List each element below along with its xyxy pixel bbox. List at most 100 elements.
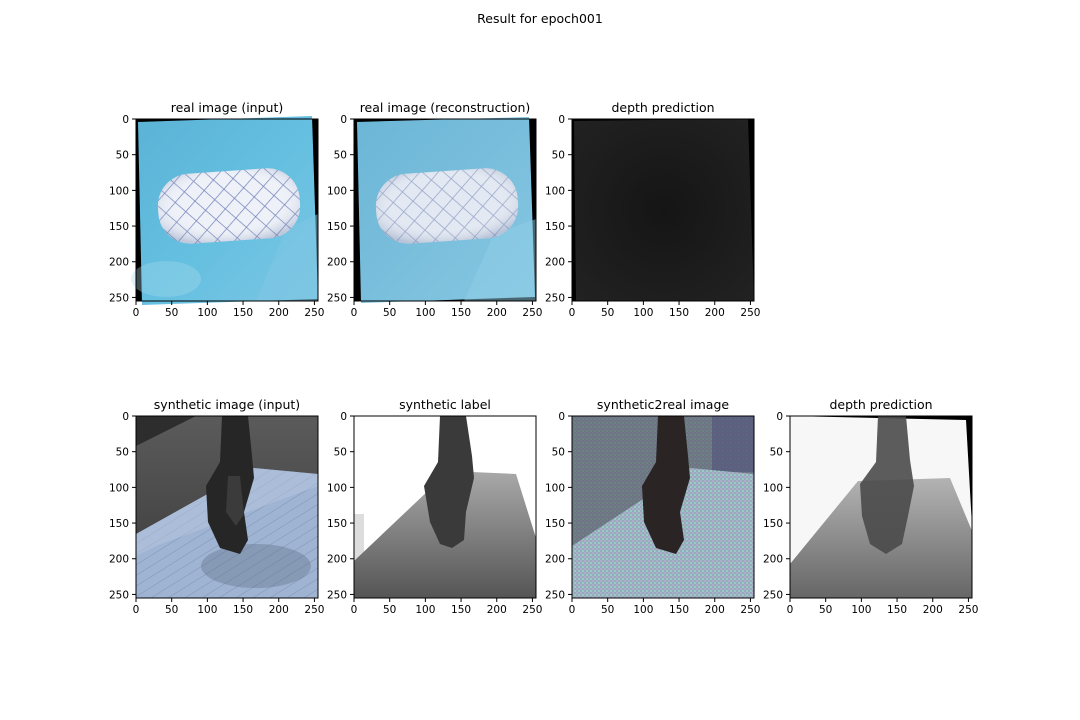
x-tick-label: 100 bbox=[633, 604, 653, 616]
y-tick-label: 250 bbox=[327, 589, 347, 601]
x-tick-label: 150 bbox=[669, 604, 689, 616]
x-tick-label: 100 bbox=[633, 307, 653, 319]
panel-title: depth prediction bbox=[611, 100, 714, 115]
y-tick-label: 50 bbox=[116, 150, 129, 162]
subplot-6: synthetic2real image 0 50 100 150 200 250 0 50 10… bbox=[545, 397, 761, 616]
x-tick-label: 250 bbox=[522, 307, 542, 319]
y-tick-label: 150 bbox=[327, 518, 347, 530]
y-tick-label: 0 bbox=[558, 114, 565, 126]
x-tick-label: 250 bbox=[304, 604, 324, 616]
panel-image bbox=[131, 116, 318, 305]
x-tick-label: 0 bbox=[787, 604, 794, 616]
y-tick-label: 150 bbox=[327, 221, 347, 233]
panel-title: synthetic label bbox=[399, 397, 491, 412]
y-tick-label: 250 bbox=[545, 589, 565, 601]
x-tick-label: 0 bbox=[569, 604, 576, 616]
y-tick-label: 250 bbox=[109, 292, 129, 304]
y-tick-label: 0 bbox=[776, 411, 783, 423]
y-tick-label: 100 bbox=[327, 482, 347, 494]
x-tick-label: 50 bbox=[165, 604, 178, 616]
y-tick-label: 200 bbox=[109, 554, 129, 566]
y-tick-label: 200 bbox=[327, 257, 347, 269]
panel-image bbox=[790, 416, 972, 598]
subplot-7: depth prediction 0 50 100 150 200 250 0 50 100 150… bbox=[763, 397, 979, 616]
x-tick-label: 50 bbox=[601, 604, 614, 616]
x-tick-label: 250 bbox=[958, 604, 978, 616]
x-tick-label: 100 bbox=[197, 307, 217, 319]
panel-title: real image (reconstruction) bbox=[360, 100, 531, 115]
x-tick-label: 50 bbox=[383, 604, 396, 616]
panel-image bbox=[354, 416, 536, 598]
axes-frame bbox=[353, 415, 537, 599]
x-tick-label: 0 bbox=[133, 604, 140, 616]
panel-image bbox=[354, 117, 536, 303]
y-tick-label: 0 bbox=[122, 114, 129, 126]
y-tick-label: 50 bbox=[334, 150, 347, 162]
y-tick-label: 200 bbox=[545, 257, 565, 269]
subplot-3: depth prediction 0 50 100 150 200 250 0 50 100 150… bbox=[545, 100, 761, 319]
x-tick-label: 0 bbox=[133, 307, 140, 319]
y-tick-label: 0 bbox=[340, 411, 347, 423]
y-tick-label: 50 bbox=[334, 447, 347, 459]
x-tick-label: 100 bbox=[197, 604, 217, 616]
subplot-5: synthetic label 0 50 100 150 200 250 0 50 100 150 2… bbox=[327, 397, 543, 616]
x-tick-label: 200 bbox=[487, 604, 507, 616]
x-tick-label: 200 bbox=[487, 307, 507, 319]
y-tick-label: 250 bbox=[327, 292, 347, 304]
x-tick-label: 250 bbox=[740, 307, 760, 319]
y-tick-label: 0 bbox=[558, 411, 565, 423]
y-tick-label: 150 bbox=[545, 221, 565, 233]
x-tick-label: 250 bbox=[304, 307, 324, 319]
y-tick-label: 200 bbox=[109, 257, 129, 269]
y-tick-label: 100 bbox=[545, 185, 565, 197]
x-tick-label: 100 bbox=[415, 307, 435, 319]
x-tick-label: 50 bbox=[165, 307, 178, 319]
x-tick-label: 50 bbox=[601, 307, 614, 319]
subplot-4: synthetic image (input) 0 50 100 150 200 250 0 5… bbox=[109, 397, 325, 616]
x-tick-label: 100 bbox=[415, 604, 435, 616]
x-tick-label: 250 bbox=[740, 604, 760, 616]
y-tick-label: 200 bbox=[763, 554, 783, 566]
figure-suptitle: Result for epoch001 bbox=[477, 11, 603, 26]
x-tick-label: 100 bbox=[851, 604, 871, 616]
y-tick-label: 100 bbox=[109, 482, 129, 494]
y-tick-label: 150 bbox=[109, 518, 129, 530]
y-tick-label: 0 bbox=[340, 114, 347, 126]
x-tick-label: 250 bbox=[522, 604, 542, 616]
y-tick-label: 250 bbox=[763, 589, 783, 601]
y-tick-label: 100 bbox=[109, 185, 129, 197]
panel-title: synthetic2real image bbox=[597, 397, 729, 412]
panel-title: synthetic image (input) bbox=[154, 397, 300, 412]
x-tick-label: 200 bbox=[269, 307, 289, 319]
y-tick-label: 100 bbox=[545, 482, 565, 494]
y-tick-label: 100 bbox=[763, 482, 783, 494]
y-tick-label: 150 bbox=[763, 518, 783, 530]
y-tick-label: 250 bbox=[109, 589, 129, 601]
panel-image bbox=[572, 119, 754, 301]
y-tick-label: 150 bbox=[109, 221, 129, 233]
x-tick-label: 0 bbox=[351, 604, 358, 616]
x-tick-label: 0 bbox=[351, 307, 358, 319]
x-tick-label: 200 bbox=[923, 604, 943, 616]
subplot-2: real image (reconstruction) 0 50 100 150 200 2… bbox=[327, 100, 543, 319]
x-tick-label: 150 bbox=[669, 307, 689, 319]
x-tick-label: 200 bbox=[705, 604, 725, 616]
panel-image bbox=[136, 416, 318, 598]
y-tick-label: 0 bbox=[122, 411, 129, 423]
y-tick-label: 50 bbox=[770, 447, 783, 459]
y-tick-label: 150 bbox=[545, 518, 565, 530]
panel-image bbox=[572, 416, 754, 598]
y-tick-label: 50 bbox=[116, 447, 129, 459]
y-tick-label: 200 bbox=[327, 554, 347, 566]
panel-title: depth prediction bbox=[829, 397, 932, 412]
x-tick-label: 200 bbox=[269, 604, 289, 616]
axes-frame bbox=[571, 118, 755, 302]
axes-frame bbox=[135, 118, 319, 302]
x-tick-label: 50 bbox=[819, 604, 832, 616]
axes-frame bbox=[135, 415, 319, 599]
y-tick-label: 250 bbox=[545, 292, 565, 304]
x-tick-label: 50 bbox=[383, 307, 396, 319]
y-tick-label: 50 bbox=[552, 150, 565, 162]
